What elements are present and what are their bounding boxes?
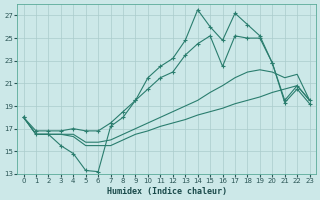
X-axis label: Humidex (Indice chaleur): Humidex (Indice chaleur): [107, 187, 227, 196]
